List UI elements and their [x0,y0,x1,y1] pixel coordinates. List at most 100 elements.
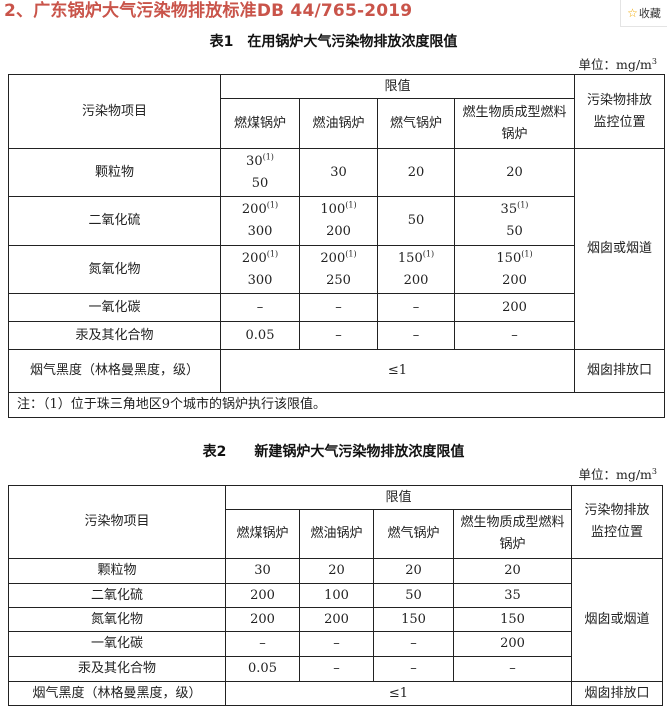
value-secondary: 250 [326,272,351,288]
value: – [509,661,516,676]
footnote-marker: (1) [517,200,529,210]
value: – [333,636,340,651]
value: – [333,661,340,676]
table-row: 氮氧化物 200(1) 300 200(1) 250 150(1) 200 150(1) 200 [8,245,665,294]
value-secondary: 300 [247,224,273,239]
pollutant-item: 颗粒物 [8,558,226,584]
value: 200 [241,250,267,266]
value-gas: – [377,293,455,322]
unit-sup: 3 [651,56,657,66]
value-biomass: 200 [453,631,572,657]
value-oil: 100(1) 200 [299,196,378,246]
value-oil: – [299,631,374,657]
value-coal: 30(1) 50 [220,148,300,197]
value-coal: – [220,293,300,322]
value-biomass: – [454,321,575,350]
table2: 污染物项目 限值 污染物排放监控位置 燃煤锅炉 燃油锅炉 燃气锅炉 燃生物质成型… [8,485,663,706]
header-limit: 限值 [225,485,572,510]
value: 200 [324,611,349,627]
favorite-button[interactable]: ☆ 收藏 [620,0,667,27]
value-secondary: 200 [502,272,527,288]
pollutant-item: 一氧化碳 [8,631,226,657]
table-row: 汞及其化合物 0.05 – – – [8,656,663,682]
footnote-marker: (1) [266,200,279,210]
star-icon: ☆ [627,6,638,20]
value-gas: 150 [373,607,454,632]
value-secondary: 200 [403,272,429,288]
value: 200 [250,587,275,603]
value-oil: – [299,656,374,682]
value: 35 [500,202,518,217]
header-coal: 燃煤锅炉 [220,98,300,149]
smoke-value: ≤1 [225,681,572,706]
pollutant-item: 二氧化硫 [8,583,226,608]
value: 0.05 [245,327,275,343]
header-limit: 限值 [220,74,575,99]
value: – [410,636,417,651]
footnote-marker: (1) [345,249,357,259]
value-gas: – [373,631,454,657]
value-secondary: 50 [251,175,269,191]
pollutant-item: 氮氧化物 [8,607,226,632]
table-row: 颗粒物 30 20 20 20 烟囱或烟道 [8,558,663,682]
value: 200 [502,299,527,315]
header-oil: 燃油锅炉 [299,98,378,149]
header-oil: 燃油锅炉 [299,509,374,559]
value-gas: 20 [373,558,454,584]
value-biomass: 20 [453,558,572,584]
table-row: 二氧化硫 200 100 50 35 [8,583,663,608]
smoke-location: 烟囱排放口 [571,681,663,706]
table1-caption: 表1 在用锅炉大气污染物排放浓度限值 [209,34,458,50]
header-gas: 燃气锅炉 [373,509,454,559]
table-row: 一氧化碳 – – – 200 [8,631,663,657]
value-oil: 30 [299,148,378,197]
value-gas: – [377,321,455,350]
value: 50 [407,213,425,228]
value-secondary: 300 [247,272,273,288]
table-row: 二氧化硫 200(1) 300 100(1) 200 50 35(1) 50 [8,196,665,246]
value: 30 [246,153,263,169]
unit-label: 单位：mg/m [578,57,652,72]
header-item: 污染物项目 [8,74,221,149]
header-location: 污染物排放监控位置 [574,74,665,149]
value-gas: – [373,656,454,682]
location-main: 烟囱或烟道 [574,148,665,350]
value: – [412,299,420,315]
value: 20 [504,563,521,578]
value-oil: – [299,293,378,322]
value-biomass: 150(1) 200 [454,245,575,294]
value-coal: 0.05 [220,321,300,350]
smoke-item: 烟气黑度（林格曼黑度，级） [8,349,221,393]
value-gas: 20 [377,148,455,197]
value-gas: 50 [377,196,455,246]
footnote-marker: (1) [422,249,435,259]
page-title: 2、广东锅炉大气污染物排放标准DB 44/765-2019 [4,1,413,21]
table-row: 氮氧化物 200 200 150 150 [8,607,663,632]
value: – [259,636,266,651]
table1-note: 注：（1）位于珠三角地区9个城市的锅炉执行该限值。 [8,392,665,418]
value-coal: 200(1) 300 [220,196,300,246]
location-main: 烟囱或烟道 [571,558,663,682]
pollutant-item: 汞及其化合物 [8,321,221,350]
table-row: 一氧化碳 – – – 200 [8,293,665,322]
value-oil: 20 [299,558,374,584]
value: 20 [405,563,422,578]
value-biomass: 150 [453,607,572,632]
header-location: 污染物排放监控位置 [571,485,663,559]
footnote-marker: (1) [266,249,279,259]
value: 0.05 [248,661,277,676]
value: 20 [328,563,345,578]
smoke-location: 烟囱排放口 [574,349,665,393]
footnote-marker: (1) [262,152,274,162]
unit-label: 单位：mg/m [578,467,652,482]
value-oil: – [299,321,378,350]
value: 200 [241,202,267,217]
unit-sup: 3 [651,466,657,476]
value-biomass: 35 [453,583,572,608]
value: 35 [504,587,521,603]
smoke-value: ≤1 [220,349,575,393]
value: – [511,327,518,343]
pollutant-item: 颗粒物 [8,148,221,197]
table2-caption: 表2 新建锅炉大气污染物排放浓度限值 [202,444,465,460]
favorite-label: 收藏 [638,7,661,20]
